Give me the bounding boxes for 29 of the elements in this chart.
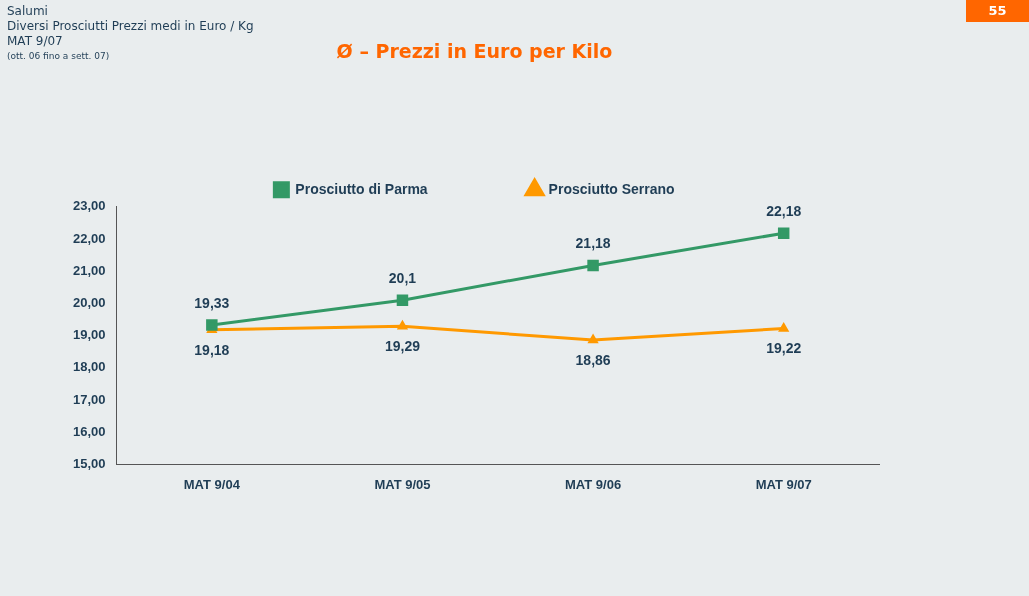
y-tick-label: 23,00 [72,198,106,214]
y-tick-label: 17,00 [72,391,106,407]
text: Diversi Prosciutti Prezzi medi in Euro / Kg [7,19,254,34]
x-tick-label: MAT 9/06 [565,476,622,492]
x-tick-label: MAT 9/07 [755,476,812,492]
data-label: 18,86 [575,351,611,368]
data-label: 21,18 [575,235,611,252]
data-label: 19,33 [194,294,230,311]
text: Salumi [7,4,49,19]
data-label: 20,1 [388,270,417,287]
data-label: 22,18 [766,203,802,220]
legend-label: Prosciutto di Parma [295,180,428,197]
chart-title: Ø – Prezzi in Euro per Kilo [336,40,613,63]
data-label: 19,22 [766,340,802,357]
text: (ott. 06 fino a sett. 07) [7,50,111,63]
y-tick-label: 19,00 [72,327,106,343]
y-tick-label: 21,00 [72,262,106,278]
y-tick-label: 18,00 [72,359,106,375]
x-tick-label: MAT 9/05 [374,476,431,492]
text: MAT 9/07 [7,34,64,49]
text: 55 [966,0,1029,22]
data-label: 19,29 [384,338,421,355]
x-tick-label: MAT 9/04 [183,476,241,492]
y-tick-label: 22,00 [72,230,106,246]
y-tick-label: 16,00 [72,423,106,439]
y-tick-label: 15,00 [72,455,106,471]
y-tick-label: 20,00 [72,294,106,310]
data-label: 19,18 [194,341,230,358]
legend-label: Prosciutto Serrano [548,180,675,197]
